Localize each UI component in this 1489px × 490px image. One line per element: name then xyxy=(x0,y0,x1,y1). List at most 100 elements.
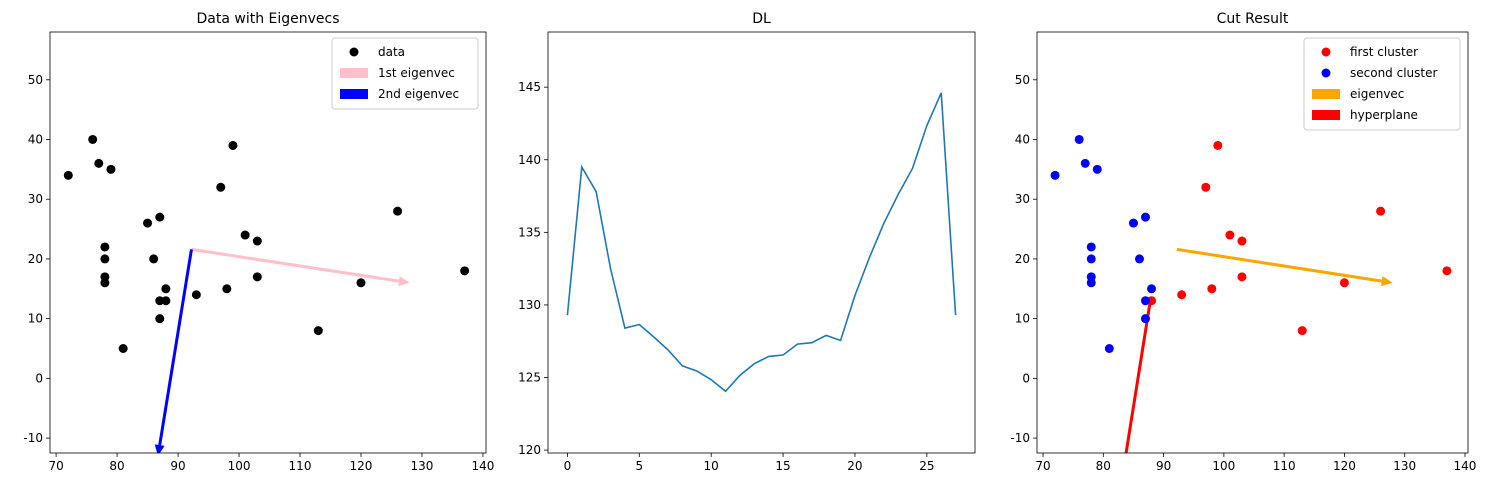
data-point xyxy=(460,266,470,276)
data-point xyxy=(155,212,165,222)
data-point-series-2 xyxy=(1092,164,1102,174)
data-point xyxy=(100,242,110,252)
data-point xyxy=(313,326,323,336)
data-point xyxy=(100,254,110,264)
data-point-series-2 xyxy=(1141,296,1151,306)
legend-label: second cluster xyxy=(1350,66,1437,80)
y-tick-label: 50 xyxy=(1015,73,1030,87)
arrow-1-head xyxy=(398,276,410,287)
data-point-series-1 xyxy=(1225,230,1235,240)
x-tick-label: 90 xyxy=(170,459,185,473)
x-tick-label: 140 xyxy=(1454,459,1477,473)
arrow-1-shaft xyxy=(1176,247,1383,283)
x-tick-label: 140 xyxy=(471,459,494,473)
data-point-series-1 xyxy=(1213,140,1223,150)
axes-frame xyxy=(1036,31,1469,454)
x-tick-label: 15 xyxy=(775,459,790,473)
y-tick-label: 120 xyxy=(518,443,541,457)
data-point xyxy=(161,296,171,306)
x-tick-label: 0 xyxy=(564,459,572,473)
y-tick-label: 135 xyxy=(518,225,541,239)
legend-label: 2nd eigenvec xyxy=(378,87,459,101)
data-point-series-1 xyxy=(1339,278,1349,288)
x-tick-label: 20 xyxy=(847,459,862,473)
data-point-series-2 xyxy=(1104,343,1114,353)
y-tick-label: 40 xyxy=(28,132,43,146)
data-point xyxy=(149,254,159,264)
data-point xyxy=(143,218,153,228)
data-point xyxy=(252,236,262,246)
data-point xyxy=(63,170,73,180)
x-tick-label: 25 xyxy=(919,459,934,473)
data-point-series-1 xyxy=(1442,266,1452,276)
data-point-series-1 xyxy=(1297,326,1307,336)
data-point-series-2 xyxy=(1086,254,1096,264)
y-tick-label: -10 xyxy=(23,431,43,445)
x-tick-label: 130 xyxy=(411,459,434,473)
series-line xyxy=(566,92,957,393)
legend-marker xyxy=(1321,47,1331,57)
arrow-2-shaft xyxy=(158,249,193,446)
legend-patch xyxy=(340,89,368,99)
data-point-series-2 xyxy=(1086,242,1096,252)
x-tick-label: 100 xyxy=(228,459,251,473)
x-tick-label: 120 xyxy=(1333,459,1356,473)
chart-panel-3: Cut Result 70 80 90 100 110 120 130 140 -10 0 10 20 3… xyxy=(1010,11,1476,473)
y-tick-label: 40 xyxy=(1015,132,1030,146)
axes-frame xyxy=(49,31,487,454)
x-tick-label: 130 xyxy=(1393,459,1416,473)
y-tick-label: 140 xyxy=(518,153,541,167)
data-point xyxy=(94,158,104,168)
data-point xyxy=(106,164,116,174)
y-tick-label: 130 xyxy=(518,298,541,312)
x-tick-label: 70 xyxy=(1035,459,1050,473)
plot-area xyxy=(1050,134,1452,453)
y-tick-label: 0 xyxy=(1022,371,1030,385)
x-tick-label: 5 xyxy=(635,459,643,473)
data-point xyxy=(252,272,262,282)
plot-area xyxy=(566,92,957,393)
data-point-series-2 xyxy=(1074,134,1084,144)
data-point xyxy=(356,278,366,288)
data-point-series-1 xyxy=(1237,236,1247,246)
x-tick-label: 90 xyxy=(1156,459,1171,473)
data-point xyxy=(240,230,250,240)
x-tick-label: 110 xyxy=(289,459,312,473)
data-point-series-2 xyxy=(1080,158,1090,168)
arrow-2-shaft xyxy=(1124,300,1152,453)
data-point-series-2 xyxy=(1050,170,1060,180)
data-point xyxy=(155,314,165,324)
legend-marker xyxy=(1321,68,1331,78)
y-tick-label: -10 xyxy=(1010,431,1030,445)
legend-label: first cluster xyxy=(1350,45,1418,59)
x-tick-label: 110 xyxy=(1273,459,1296,473)
arrow-2-head xyxy=(154,444,165,453)
data-point-series-2 xyxy=(1141,314,1151,324)
data-point xyxy=(393,206,403,216)
y-tick-label: 30 xyxy=(28,192,43,206)
data-point-series-2 xyxy=(1147,284,1157,294)
x-tick-label: 80 xyxy=(109,459,124,473)
legend-label: 1st eigenvec xyxy=(378,66,455,80)
data-point-series-2 xyxy=(1141,212,1151,222)
chart-panel-2: DL 0 5 10 15 20 25 120 125 130 135 140 145 xyxy=(518,11,976,473)
data-point-series-1 xyxy=(1237,272,1247,282)
legend-label: hyperplane xyxy=(1350,108,1418,122)
data-point-series-2 xyxy=(1086,278,1096,288)
data-point-series-2 xyxy=(1134,254,1144,264)
y-tick-label: 0 xyxy=(35,371,43,385)
data-point xyxy=(118,343,128,353)
y-tick-label: 20 xyxy=(1015,252,1030,266)
data-point xyxy=(88,134,98,144)
legend-patch xyxy=(1312,110,1340,120)
y-tick-label: 10 xyxy=(1015,312,1030,326)
data-point-series-1 xyxy=(1201,182,1211,192)
legend-label: eigenvec xyxy=(1350,87,1404,101)
legend: data 1st eigenvec 2nd eigenvec xyxy=(331,37,479,110)
plot-area xyxy=(63,134,470,453)
data-point-series-1 xyxy=(1207,284,1217,294)
data-point xyxy=(191,290,201,300)
axes-frame xyxy=(547,31,976,454)
legend-marker xyxy=(349,47,359,57)
